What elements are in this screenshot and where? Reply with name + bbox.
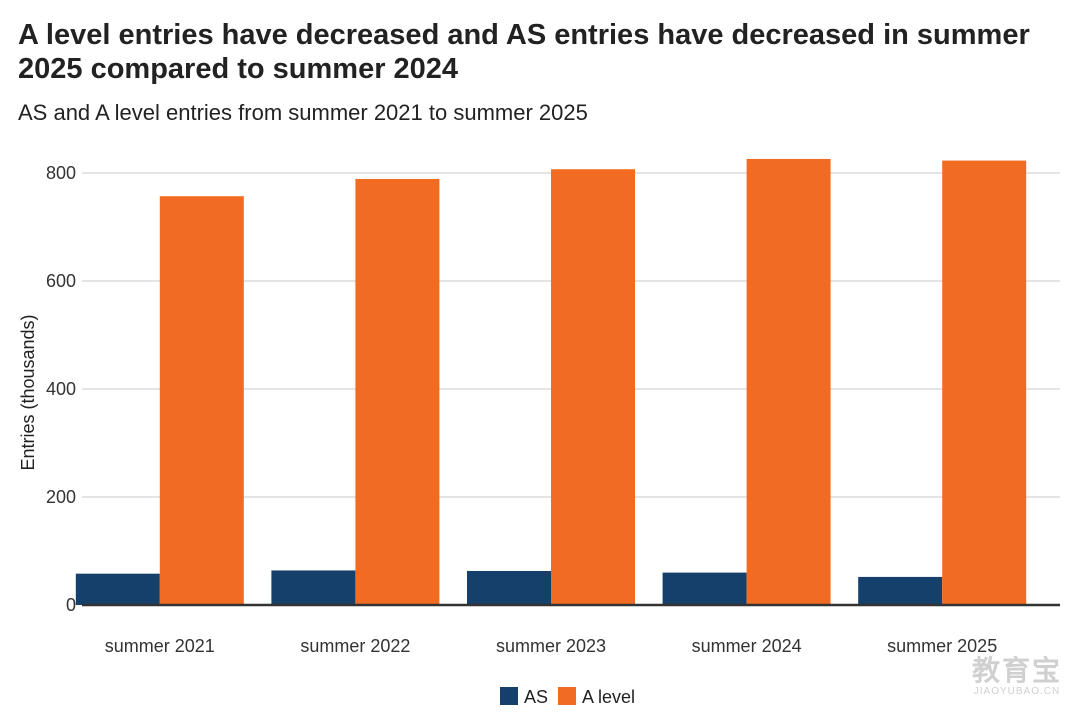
watermark-main: 教育宝	[971, 655, 1062, 686]
bar-as	[467, 570, 551, 605]
bar-as	[271, 570, 356, 605]
legend-swatch-as	[500, 687, 518, 705]
x-tick-label: summer 2022	[300, 636, 410, 656]
y-tick-label: 800	[46, 163, 76, 183]
x-tick-label: summer 2021	[105, 636, 215, 656]
x-tick-label: summer 2025	[887, 636, 997, 656]
bar-as	[75, 573, 160, 605]
bar-a-level	[355, 178, 440, 605]
bar-a-level	[551, 169, 635, 605]
y-tick-label: 0	[66, 595, 76, 615]
bar-a-level	[942, 160, 1027, 605]
chart-title: A level entries have decreased and AS en…	[18, 19, 1030, 85]
bar-as	[858, 576, 943, 605]
legend-label-as: AS	[524, 687, 548, 707]
bar-as	[662, 572, 747, 605]
watermark-sub: JIAOYUBAO.CN	[973, 686, 1061, 697]
x-tick-label: summer 2024	[692, 636, 802, 656]
bar-a-level	[159, 196, 244, 605]
watermark-logo: 教育宝 JIAOYUBAO.CN	[972, 656, 1062, 698]
y-tick-label: 600	[46, 271, 76, 291]
chart-subtitle: AS and A level entries from summer 2021 …	[18, 100, 588, 125]
x-tick-label: summer 2023	[496, 636, 606, 656]
bar-a-level	[746, 158, 831, 605]
y-tick-label: 200	[46, 487, 76, 507]
y-tick-label: 400	[46, 379, 76, 399]
legend-label-a-level: A level	[582, 687, 635, 707]
y-axis-label: Entries (thousands)	[18, 314, 38, 470]
legend-swatch-a-level	[558, 687, 576, 705]
